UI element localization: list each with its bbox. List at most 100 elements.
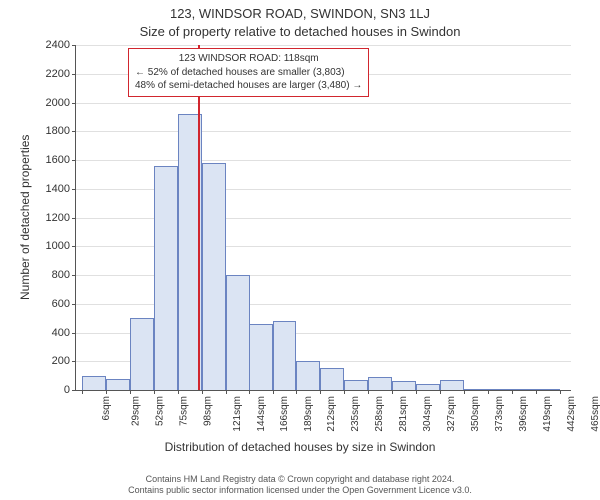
x-tick-mark <box>536 390 537 394</box>
y-tick-label: 2000 <box>46 97 70 109</box>
y-axis-label: Number of detached properties <box>18 135 32 300</box>
x-tick-label: 98sqm <box>202 396 213 426</box>
x-tick-label: 235sqm <box>350 396 361 432</box>
y-tick-label: 200 <box>52 355 70 367</box>
x-tick-mark <box>273 390 274 394</box>
x-tick-label: 6sqm <box>101 396 112 420</box>
y-tick-mark <box>72 390 76 391</box>
attribution-line-1: Contains HM Land Registry data © Crown c… <box>0 474 600 485</box>
x-tick-label: 442sqm <box>566 396 577 432</box>
histogram-bar <box>536 389 560 390</box>
x-tick-mark <box>249 390 250 394</box>
grid-line <box>76 189 571 190</box>
attribution-line-2: Contains public sector information licen… <box>0 485 600 496</box>
grid-line <box>76 304 571 305</box>
property-marker-line <box>198 45 200 390</box>
x-tick-label: 166sqm <box>279 396 290 432</box>
y-tick-mark <box>72 45 76 46</box>
histogram-bar <box>512 389 536 390</box>
x-tick-label: 189sqm <box>303 396 314 432</box>
x-tick-label: 373sqm <box>494 396 505 432</box>
histogram-bar <box>154 166 178 390</box>
x-tick-label: 52sqm <box>155 396 166 426</box>
y-tick-label: 1800 <box>46 125 70 137</box>
y-tick-mark <box>72 160 76 161</box>
y-tick-mark <box>72 189 76 190</box>
x-tick-label: 465sqm <box>590 396 600 432</box>
annotation-line-1: 123 WINDSOR ROAD: 118sqm <box>135 52 362 66</box>
x-tick-label: 327sqm <box>446 396 457 432</box>
x-tick-mark <box>512 390 513 394</box>
x-tick-mark <box>464 390 465 394</box>
x-tick-label: 396sqm <box>518 396 529 432</box>
histogram-bar <box>106 379 130 391</box>
y-tick-label: 1000 <box>46 240 70 252</box>
x-tick-mark <box>130 390 131 394</box>
x-tick-mark <box>82 390 83 394</box>
y-tick-label: 1600 <box>46 154 70 166</box>
histogram-bar <box>416 384 440 390</box>
x-tick-mark <box>320 390 321 394</box>
x-tick-label: 419sqm <box>542 396 553 432</box>
histogram-bar <box>320 368 344 390</box>
histogram-bar <box>488 389 512 390</box>
x-tick-mark <box>296 390 297 394</box>
attribution-text: Contains HM Land Registry data © Crown c… <box>0 474 600 497</box>
y-tick-label: 800 <box>52 269 70 281</box>
annotation-line-2: ← 52% of detached houses are smaller (3,… <box>135 66 362 80</box>
grid-line <box>76 160 571 161</box>
x-tick-label: 29sqm <box>131 396 142 426</box>
grid-line <box>76 103 571 104</box>
y-tick-mark <box>72 361 76 362</box>
annotation-line-3: 48% of semi-detached houses are larger (… <box>135 79 362 93</box>
x-tick-mark <box>368 390 369 394</box>
x-tick-mark <box>106 390 107 394</box>
grid-line <box>76 218 571 219</box>
x-tick-mark <box>154 390 155 394</box>
histogram-bar <box>392 381 416 390</box>
grid-line <box>76 246 571 247</box>
histogram-bar <box>344 380 368 390</box>
y-tick-mark <box>72 246 76 247</box>
histogram-bar <box>296 361 320 390</box>
y-tick-mark <box>72 333 76 334</box>
histogram-bar <box>440 380 464 390</box>
histogram-bar <box>464 389 488 390</box>
y-tick-mark <box>72 131 76 132</box>
x-tick-mark <box>440 390 441 394</box>
plot-area: 0200400600800100012001400160018002000220… <box>75 45 571 391</box>
x-tick-label: 304sqm <box>422 396 433 432</box>
x-tick-mark <box>488 390 489 394</box>
y-tick-mark <box>72 74 76 75</box>
histogram-bar <box>226 275 250 390</box>
x-tick-label: 212sqm <box>327 396 338 432</box>
x-tick-mark <box>202 390 203 394</box>
y-tick-label: 2200 <box>46 68 70 80</box>
x-tick-label: 350sqm <box>470 396 481 432</box>
histogram-bar <box>249 324 273 390</box>
title-main: 123, WINDSOR ROAD, SWINDON, SN3 1LJ <box>0 6 600 21</box>
y-tick-mark <box>72 218 76 219</box>
histogram-bar <box>368 377 392 390</box>
x-tick-mark <box>344 390 345 394</box>
chart-canvas: 123, WINDSOR ROAD, SWINDON, SN3 1LJ Size… <box>0 0 600 500</box>
y-tick-label: 1200 <box>46 212 70 224</box>
x-tick-label: 144sqm <box>256 396 267 432</box>
y-tick-mark <box>72 275 76 276</box>
x-tick-mark <box>560 390 561 394</box>
histogram-bar <box>273 321 297 390</box>
x-tick-mark <box>392 390 393 394</box>
x-tick-label: 258sqm <box>374 396 385 432</box>
x-tick-mark <box>226 390 227 394</box>
y-tick-label: 2400 <box>46 39 70 51</box>
x-axis-label: Distribution of detached houses by size … <box>0 440 600 454</box>
histogram-bar <box>202 163 226 390</box>
y-tick-label: 400 <box>52 327 70 339</box>
y-tick-label: 600 <box>52 298 70 310</box>
x-tick-mark <box>416 390 417 394</box>
x-tick-label: 281sqm <box>398 396 409 432</box>
x-tick-label: 121sqm <box>232 396 243 432</box>
annotation-box: 123 WINDSOR ROAD: 118sqm ← 52% of detach… <box>128 48 369 97</box>
histogram-bar <box>82 376 106 390</box>
y-tick-label: 1400 <box>46 183 70 195</box>
